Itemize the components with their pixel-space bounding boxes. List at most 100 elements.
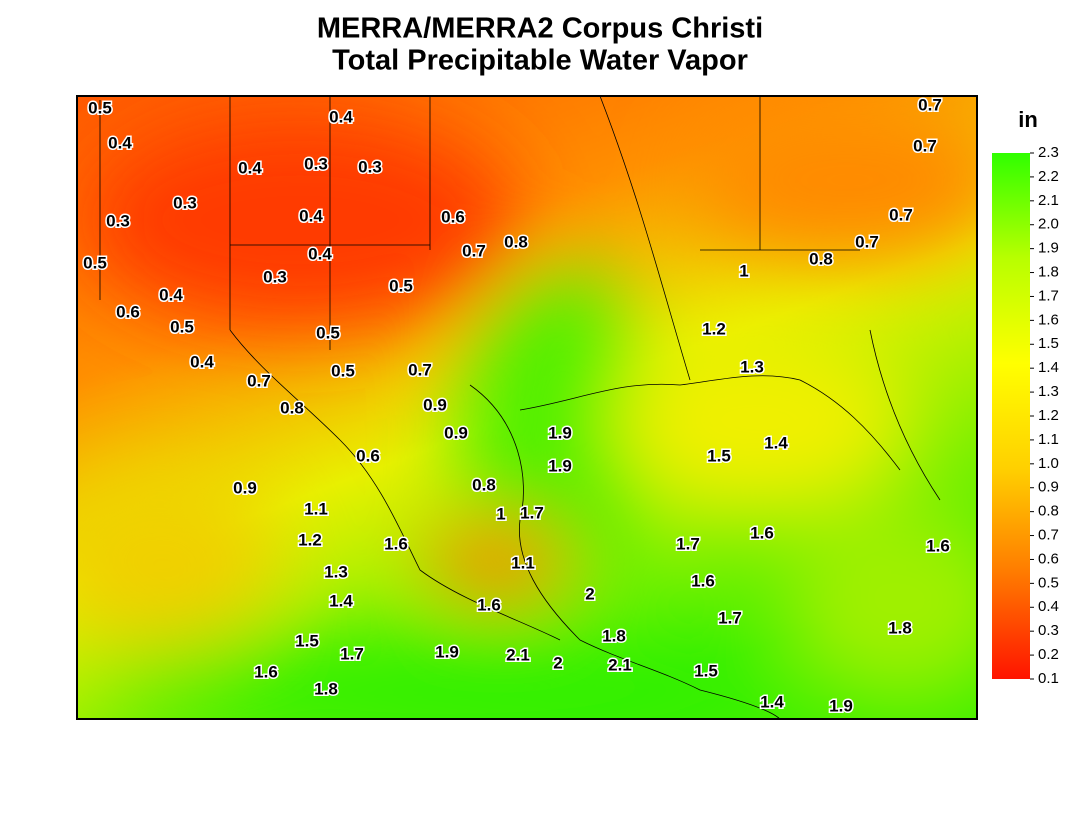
contour-label: 2 <box>553 653 562 672</box>
contour-label: 1.1 <box>511 553 535 572</box>
colorbar-tick-label: 1.6 <box>1038 311 1059 328</box>
contour-label: 0.7 <box>889 205 913 224</box>
contour-label: 0.7 <box>855 232 879 251</box>
colorbar-tick-label: 0.5 <box>1038 574 1059 591</box>
colorbar-tick-label: 1.4 <box>1038 359 1059 376</box>
contour-label: 0.5 <box>170 317 194 336</box>
contour-label: 1.2 <box>298 530 322 549</box>
contour-labels: 0.5 0.4 0.7 0.4 0.4 0.3 0.3 0.7 0.3 0.4 0.6 0.7 0.3 0… <box>82 94 952 717</box>
contour-label: 0.9 <box>444 423 468 442</box>
colorbar-tick-label: 0.7 <box>1038 527 1059 544</box>
contour-label: 0.7 <box>408 360 432 379</box>
contour-label: 1.2 <box>702 319 726 338</box>
contour-label: 0.5 <box>83 253 107 272</box>
colorbar-tick-label: 0.1 <box>1038 670 1059 687</box>
contour-label: 0.9 <box>423 395 447 414</box>
contour-label: 0.4 <box>159 285 183 304</box>
colorbar-tick-label: 0.8 <box>1038 503 1059 520</box>
contour-label: 0.4 <box>299 206 323 225</box>
contour-label: 0.6 <box>116 302 140 321</box>
contour-label: 0.6 <box>441 207 465 226</box>
colorbar-tick-label: 1.7 <box>1038 287 1059 304</box>
contour-label: 1.8 <box>602 626 626 645</box>
contour-label: 1.9 <box>548 423 572 442</box>
contour-label: 1 <box>496 504 505 523</box>
contour-label: 1.6 <box>254 662 278 681</box>
contour-label: 0.5 <box>88 98 112 117</box>
colorbar-tick-label: 2.0 <box>1038 216 1059 233</box>
colorbar-tick-label: 2.1 <box>1038 192 1059 209</box>
contour-label: 1.7 <box>718 608 742 627</box>
map-frame <box>76 95 978 720</box>
contour-label: 1.4 <box>760 692 784 711</box>
colorbar-tick-label: 1.5 <box>1038 335 1059 352</box>
contour-label: 0.5 <box>316 323 340 342</box>
contour-label: 0.5 <box>331 361 355 380</box>
contour-label: 1.6 <box>384 534 408 553</box>
contour-label: 1.5 <box>707 446 731 465</box>
contour-label: 1.9 <box>829 696 853 715</box>
contour-label: 1.8 <box>888 618 912 637</box>
colorbar-tick-label: 1.9 <box>1038 240 1059 257</box>
contour-label: 0.4 <box>108 133 132 152</box>
contour-label: 0.8 <box>504 232 528 251</box>
map <box>77 96 977 719</box>
contour-label: 1.7 <box>340 644 364 663</box>
contour-label: 1.1 <box>304 499 328 518</box>
colorbar-tick-label: 2.2 <box>1038 168 1059 185</box>
contour-label: 1.9 <box>548 456 572 475</box>
colorbar-tick-label: 0.4 <box>1038 598 1059 615</box>
colorbar-tick-label: 1.8 <box>1038 264 1059 281</box>
contour-label: 1.6 <box>750 523 774 542</box>
contour-label: 0.7 <box>918 95 942 114</box>
colorbar-tick-label: 1.3 <box>1038 383 1059 400</box>
contour-label: 0.7 <box>913 136 937 155</box>
contour-label: 1.5 <box>694 661 718 680</box>
contour-label: 0.4 <box>329 107 353 126</box>
contour-label: 0.3 <box>173 193 197 212</box>
contour-label: 1 <box>739 261 748 280</box>
contour-label: 1.5 <box>295 631 319 650</box>
colorbar-unit: in <box>1018 107 1038 132</box>
contour-label: 1.6 <box>477 595 501 614</box>
contour-label: 1.7 <box>520 503 544 522</box>
colorbar-tick-label: 0.6 <box>1038 550 1059 567</box>
title-line: Total Precipitable Water Vapor <box>332 45 748 77</box>
contour-label: 0.5 <box>389 276 413 295</box>
contour-label: 1.4 <box>764 433 788 452</box>
colorbar-tick-label: 1.1 <box>1038 431 1059 448</box>
contour-label: 0.9 <box>233 478 257 497</box>
contour-label: 0.4 <box>308 244 332 263</box>
contour-label: 0.8 <box>280 398 304 417</box>
colorbar-tick-label: 2.3 <box>1038 144 1059 161</box>
contour-label: 0.7 <box>247 371 271 390</box>
contour-label: 2 <box>585 584 594 603</box>
contour-label: 0.3 <box>263 267 287 286</box>
contour-label: 1.6 <box>926 536 950 555</box>
contour-label: 0.3 <box>106 211 130 230</box>
colorbar-tick-label: 0.9 <box>1038 479 1059 496</box>
contour-label: 1.3 <box>740 357 764 376</box>
colorbar-tick-label: 1.2 <box>1038 407 1059 424</box>
contour-label: 0.3 <box>358 157 382 176</box>
contour-label: 1.9 <box>435 642 459 661</box>
contour-label: 2.1 <box>506 645 530 664</box>
contour-label: 0.4 <box>238 158 262 177</box>
contour-label: 1.3 <box>324 562 348 581</box>
contour-label: 2.1 <box>608 655 632 674</box>
contour-label: 0.6 <box>356 446 380 465</box>
contour-label: 0.8 <box>809 249 833 268</box>
contour-label: 1.7 <box>676 534 700 553</box>
contour-label: 1.8 <box>314 679 338 698</box>
contour-label: 0.3 <box>304 154 328 173</box>
colorbar-tick-label: 0.2 <box>1038 646 1059 663</box>
contour-label: 0.4 <box>190 352 214 371</box>
contour-label: 1.4 <box>329 591 353 610</box>
colorbar <box>992 153 1030 679</box>
colorbar-tick-label: 1.0 <box>1038 455 1059 472</box>
title-line: MERRA/MERRA2 Corpus Christi <box>317 13 763 45</box>
contour-label: 1.6 <box>691 571 715 590</box>
contour-label: 0.7 <box>462 241 486 260</box>
colorbar-tick-label: 0.3 <box>1038 622 1059 639</box>
